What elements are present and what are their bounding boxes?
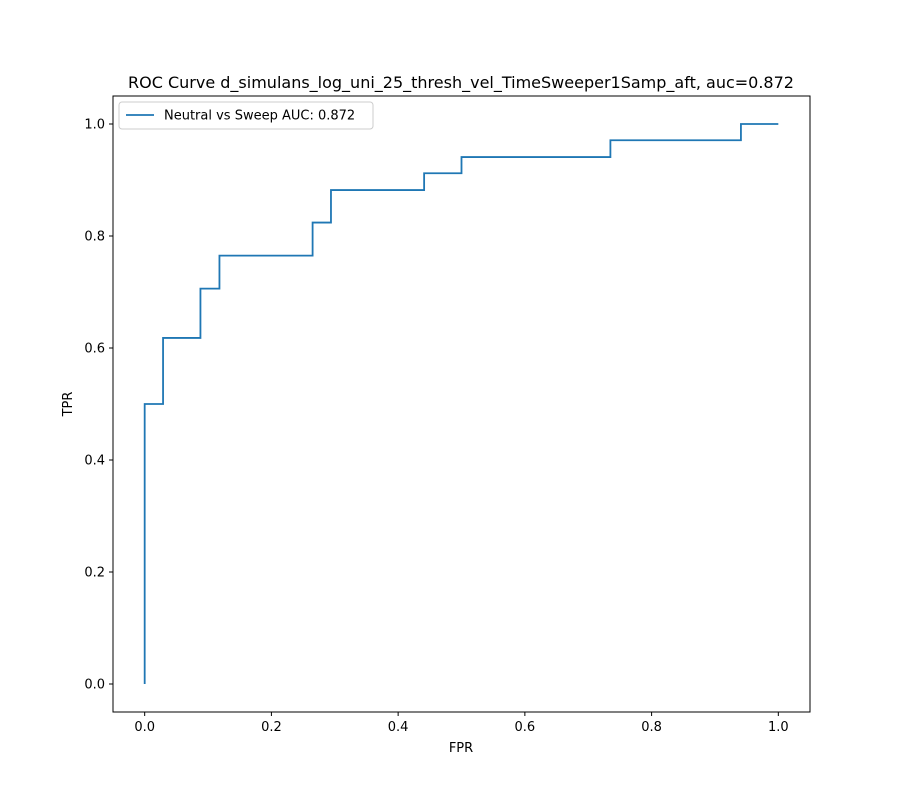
x-axis-label: FPR — [449, 741, 473, 756]
x-tick-label: 0.8 — [641, 720, 662, 735]
y-tick-label: 0.4 — [84, 454, 105, 469]
roc-curve-line — [143, 123, 779, 684]
y-tick-label: 0.8 — [84, 230, 105, 245]
y-tick-label: 1.0 — [84, 118, 105, 133]
x-tick-label: 0.2 — [261, 720, 282, 735]
plot-frame — [112, 95, 811, 713]
y-tick-label: 0.0 — [84, 678, 105, 693]
legend-box — [118, 101, 374, 130]
legend: Neutral vs Sweep AUC: 0.872 — [118, 101, 374, 130]
x-tick-label: 1.0 — [768, 720, 789, 735]
x-tick-label: 0.6 — [515, 720, 536, 735]
series-layer — [143, 123, 779, 684]
chart-title: ROC Curve d_simulans_log_uni_25_thresh_v… — [128, 73, 794, 93]
x-axis-ticks: 0.0 0.2 0.4 0.6 0.8 1.0 — [134, 712, 789, 735]
x-tick-label: 0.4 — [388, 720, 409, 735]
y-axis-label: TPR — [61, 392, 76, 418]
y-tick-label: 0.6 — [84, 342, 105, 357]
plot-area — [112, 95, 811, 713]
x-tick-label: 0.0 — [134, 720, 155, 735]
legend-entry-label: Neutral vs Sweep AUC: 0.872 — [164, 109, 355, 124]
y-tick-label: 0.2 — [84, 566, 105, 581]
y-axis-ticks: 0.0 0.2 0.4 0.6 0.8 1.0 — [84, 118, 113, 693]
